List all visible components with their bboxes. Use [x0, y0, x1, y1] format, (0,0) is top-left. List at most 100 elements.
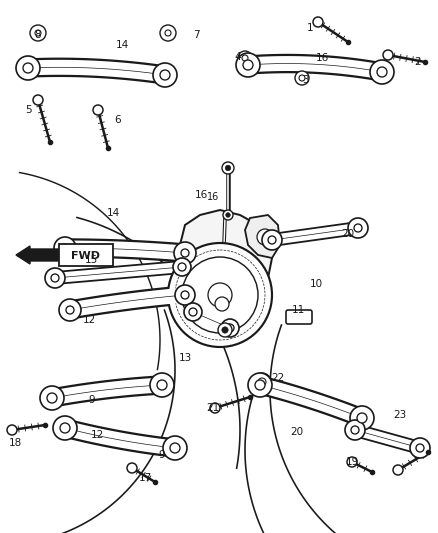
Text: 9: 9	[159, 450, 165, 460]
Circle shape	[30, 25, 46, 41]
Circle shape	[173, 258, 191, 276]
Text: 20: 20	[290, 427, 304, 437]
Text: 16: 16	[207, 192, 219, 202]
Circle shape	[393, 465, 403, 475]
Polygon shape	[353, 424, 422, 454]
Text: 10: 10	[309, 279, 322, 289]
Circle shape	[35, 30, 41, 36]
Polygon shape	[245, 215, 280, 258]
Circle shape	[163, 436, 187, 460]
Circle shape	[160, 25, 176, 41]
Circle shape	[210, 403, 220, 413]
Circle shape	[93, 105, 103, 115]
Polygon shape	[271, 222, 359, 246]
Circle shape	[208, 283, 232, 307]
Circle shape	[165, 30, 171, 36]
Circle shape	[295, 71, 309, 85]
Circle shape	[218, 323, 232, 337]
Circle shape	[351, 426, 359, 434]
Text: 21: 21	[206, 403, 219, 413]
Circle shape	[51, 274, 59, 282]
Circle shape	[184, 303, 202, 321]
Text: 2: 2	[415, 57, 421, 67]
Circle shape	[66, 306, 74, 314]
Circle shape	[222, 327, 228, 333]
Circle shape	[7, 425, 17, 435]
Circle shape	[236, 53, 260, 77]
Circle shape	[47, 393, 57, 403]
Text: 13: 13	[178, 353, 192, 363]
Circle shape	[53, 416, 77, 440]
Text: 8: 8	[35, 30, 41, 40]
Circle shape	[262, 230, 282, 250]
Circle shape	[313, 17, 323, 27]
Circle shape	[127, 463, 137, 473]
Polygon shape	[191, 306, 233, 334]
FancyArrow shape	[16, 246, 58, 264]
Text: FWD: FWD	[71, 251, 100, 261]
Text: 18: 18	[8, 438, 21, 448]
Circle shape	[23, 63, 33, 73]
Circle shape	[347, 457, 357, 467]
Circle shape	[242, 55, 248, 61]
Polygon shape	[178, 210, 272, 322]
Circle shape	[150, 373, 174, 397]
Circle shape	[350, 406, 374, 430]
Circle shape	[410, 438, 430, 458]
Circle shape	[189, 308, 197, 316]
Circle shape	[383, 50, 393, 60]
Text: 16: 16	[194, 190, 208, 200]
Circle shape	[160, 70, 170, 80]
Circle shape	[16, 56, 40, 80]
Circle shape	[61, 244, 69, 252]
Text: 3: 3	[302, 75, 308, 85]
Circle shape	[223, 210, 233, 220]
Circle shape	[60, 423, 70, 433]
Circle shape	[226, 213, 230, 217]
Text: 7: 7	[193, 30, 199, 40]
Text: 6: 6	[115, 115, 121, 125]
Text: 19: 19	[346, 457, 359, 467]
FancyBboxPatch shape	[286, 310, 312, 324]
Circle shape	[238, 51, 252, 65]
Circle shape	[181, 291, 189, 299]
Circle shape	[243, 60, 253, 70]
Circle shape	[181, 249, 189, 257]
Circle shape	[416, 444, 424, 452]
Circle shape	[255, 380, 265, 390]
Text: 4: 4	[235, 52, 241, 62]
Circle shape	[357, 413, 367, 423]
Polygon shape	[54, 261, 183, 284]
Circle shape	[226, 324, 234, 332]
Circle shape	[221, 319, 239, 337]
Circle shape	[268, 236, 276, 244]
Text: 12: 12	[90, 430, 104, 440]
Circle shape	[225, 165, 231, 171]
Circle shape	[258, 378, 266, 386]
Circle shape	[182, 257, 258, 333]
Circle shape	[59, 299, 81, 321]
Circle shape	[178, 263, 186, 271]
Polygon shape	[195, 290, 248, 318]
Circle shape	[354, 224, 362, 232]
FancyBboxPatch shape	[59, 244, 113, 266]
Circle shape	[40, 386, 64, 410]
Circle shape	[170, 443, 180, 453]
Text: 23: 23	[393, 410, 406, 420]
Text: 1: 1	[307, 23, 313, 33]
Text: 5: 5	[25, 105, 31, 115]
Circle shape	[45, 268, 65, 288]
Circle shape	[175, 285, 195, 305]
Text: 20: 20	[342, 229, 355, 239]
Circle shape	[348, 218, 368, 238]
Circle shape	[153, 63, 177, 87]
Text: 16: 16	[315, 53, 328, 63]
Circle shape	[54, 237, 76, 259]
Circle shape	[33, 95, 43, 105]
Circle shape	[377, 67, 387, 77]
Circle shape	[257, 229, 273, 245]
Circle shape	[345, 420, 365, 440]
Circle shape	[168, 243, 272, 347]
Text: 22: 22	[272, 373, 285, 383]
Text: 11: 11	[291, 305, 304, 315]
